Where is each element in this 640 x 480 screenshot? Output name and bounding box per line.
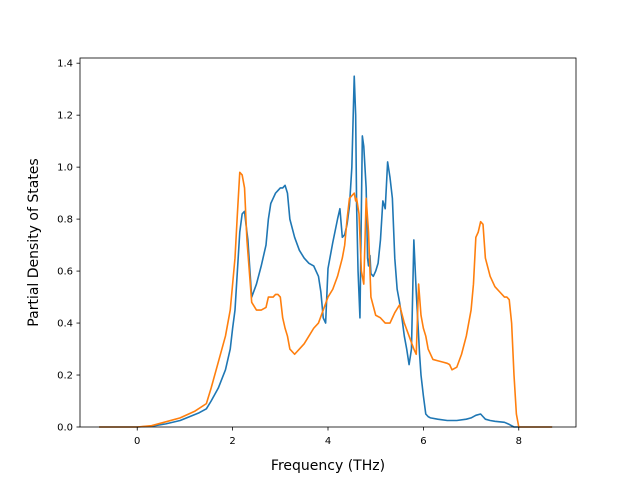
y-tick-label: 1.4 [57,59,73,70]
y-tick-label: 1.2 [57,111,73,122]
series-layer [99,75,553,428]
y-tick-label: 0.0 [57,423,73,434]
ticks-layer: 0 2 4 6 8 0.0 0.2 0.4 0.6 0.8 1.0 1.2 1.4 [57,59,522,447]
y-tick-label: 0.4 [57,319,73,330]
x-tick-label: 0 [134,436,140,447]
plot-area [80,58,576,427]
x-tick-label: 4 [325,436,331,447]
axes-frame [79,57,577,428]
series-line-2 [99,171,553,428]
x-tick-label: 8 [516,436,522,447]
y-tick-label: 0.8 [57,215,73,226]
y-axis-label: Partial Density of States [26,158,42,326]
y-tick-label: 0.6 [57,267,73,278]
x-tick-label: 2 [229,436,235,447]
x-axis-label: Frequency (THz) [271,458,385,474]
y-tick-label: 0.2 [57,371,73,382]
x-tick-label: 6 [420,436,426,447]
y-tick-label: 1.0 [57,163,73,174]
